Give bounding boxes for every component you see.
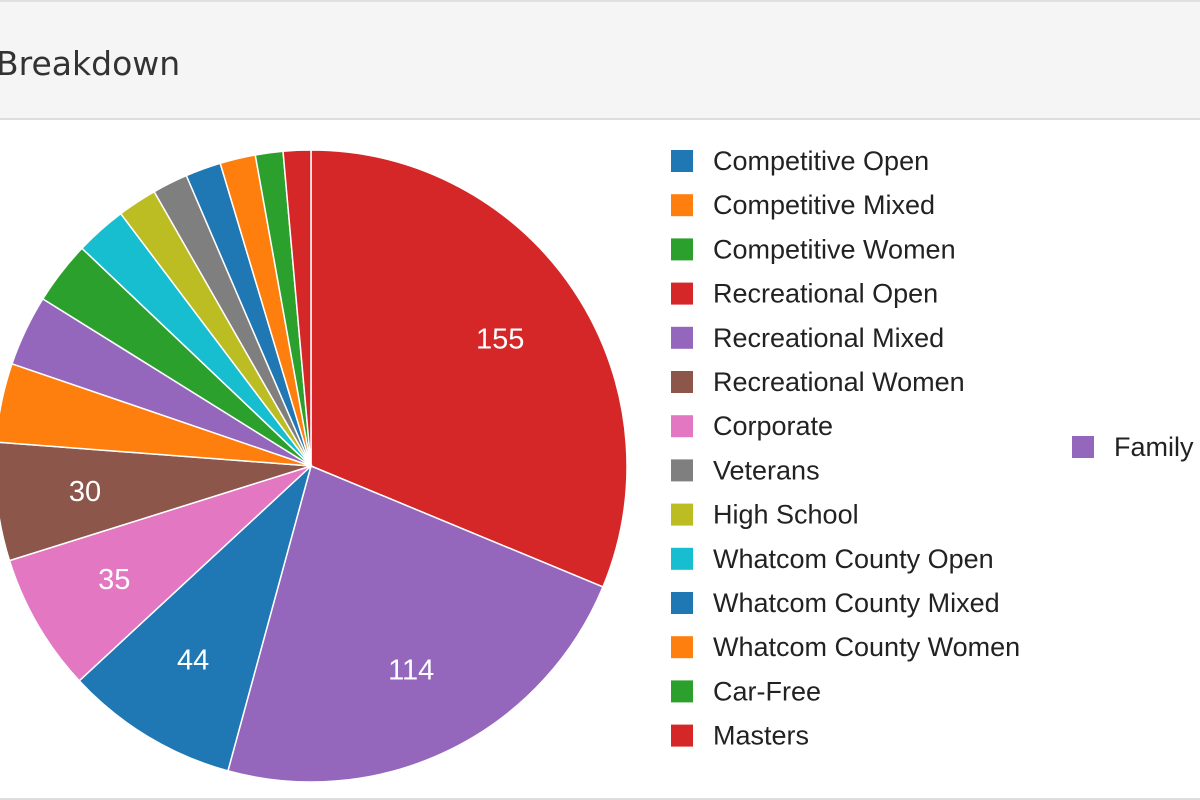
legend-item-whatcom-county-women[interactable]: Whatcom County Women xyxy=(671,632,1020,662)
pie-slice-recreational-open[interactable] xyxy=(310,149,628,588)
slice-label-corporate: 35 xyxy=(98,564,130,596)
legend-label: Corporate xyxy=(713,411,833,441)
legend-swatch xyxy=(671,282,693,305)
legend-label: Whatcom County Mixed xyxy=(713,588,1000,618)
legend-item-recreational-mixed[interactable]: Recreational Mixed xyxy=(671,323,944,353)
legend-label: Masters xyxy=(713,721,809,751)
legend-label: High School xyxy=(713,500,859,530)
legend-item-veterans[interactable]: Veterans xyxy=(671,455,820,485)
panel-title: Breakdown xyxy=(0,44,181,83)
panel-header: Breakdown xyxy=(0,0,1200,120)
legend-item-whatcom-county-open[interactable]: Whatcom County Open xyxy=(671,544,994,574)
legend-item-family[interactable]: Family xyxy=(1072,432,1194,462)
legend-label: Family xyxy=(1114,432,1194,462)
legend-item-masters[interactable]: Masters xyxy=(671,721,809,751)
legend-item-recreational-open[interactable]: Recreational Open xyxy=(671,279,938,309)
slice-label-recreational-women: 30 xyxy=(69,476,101,508)
legend-label: Veterans xyxy=(713,455,820,485)
legend-item-competitive-open[interactable]: Competitive Open xyxy=(671,146,929,176)
pie-slice-masters[interactable] xyxy=(282,149,312,467)
legend-label: Whatcom County Women xyxy=(713,632,1020,662)
legend-item-whatcom-county-mixed[interactable]: Whatcom County Mixed xyxy=(671,588,1000,618)
legend-label: Competitive Women xyxy=(713,234,956,264)
legend-label: Competitive Mixed xyxy=(713,190,935,220)
slice-labels: 155 114 44 35 30 xyxy=(69,324,525,687)
legend-item-competitive-women[interactable]: Competitive Women xyxy=(671,234,956,264)
legend-item-competitive-mixed[interactable]: Competitive Mixed xyxy=(671,190,935,220)
slice-label-competitive-open: 44 xyxy=(177,645,209,677)
legend-swatch xyxy=(1072,436,1094,458)
legend-swatch xyxy=(671,636,693,659)
legend-item-car-free[interactable]: Car-Free xyxy=(671,676,821,706)
pie-slice-competitive-open[interactable] xyxy=(78,463,313,772)
slice-label-recreational-open: 155 xyxy=(476,324,524,356)
legend-item-high-school[interactable]: High School xyxy=(671,500,859,530)
legend-swatch xyxy=(671,547,693,570)
legend-swatch xyxy=(671,680,693,703)
legend-label: Recreational Women xyxy=(713,367,965,397)
chart-legend: Competitive Open Competitive Mixed Competi… xyxy=(671,146,1194,751)
legend-swatch xyxy=(671,150,693,172)
pie-slices xyxy=(0,149,628,783)
legend-label: Competitive Open xyxy=(713,146,929,176)
legend-swatch xyxy=(671,371,693,393)
legend-swatch xyxy=(671,503,693,526)
legend-swatch xyxy=(671,194,693,217)
legend-label: Recreational Open xyxy=(713,279,938,309)
legend-swatch xyxy=(671,724,693,747)
legend-item-corporate[interactable]: Corporate xyxy=(671,411,833,441)
legend-swatch xyxy=(671,326,693,349)
slice-label-recreational-mixed: 114 xyxy=(388,654,434,686)
pie-slice-corporate[interactable] xyxy=(8,465,312,682)
pie-slice-recreational-mixed[interactable] xyxy=(227,464,604,783)
legend-swatch xyxy=(671,592,693,614)
legend-label: Whatcom County Open xyxy=(713,544,994,574)
pie-slice-recreational-women[interactable] xyxy=(0,441,312,562)
legend-swatch xyxy=(671,415,693,438)
legend-label: Recreational Mixed xyxy=(713,323,944,353)
legend-item-recreational-women[interactable]: Recreational Women xyxy=(671,367,965,397)
legend-swatch xyxy=(671,238,693,261)
legend-label: Car-Free xyxy=(713,676,821,706)
legend-swatch xyxy=(671,459,693,482)
